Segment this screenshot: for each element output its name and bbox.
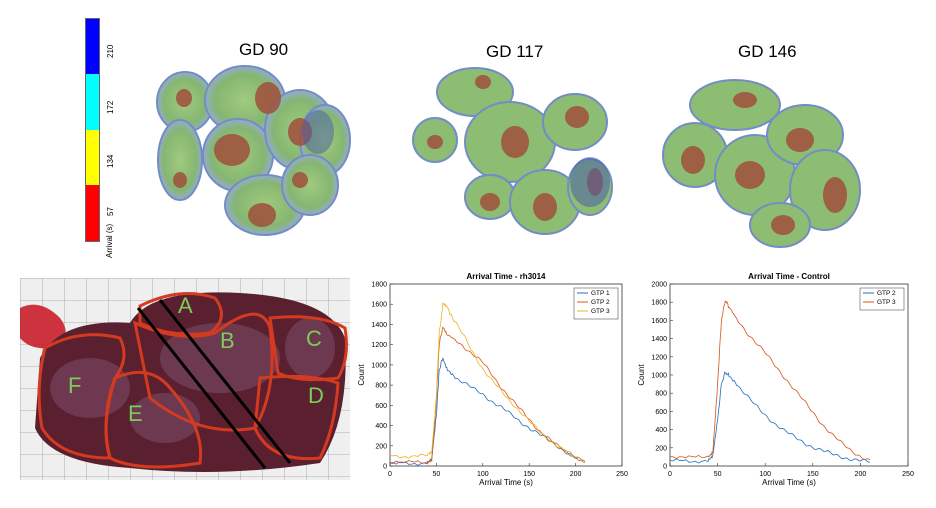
x-tick-label: 250 (616, 471, 628, 478)
y-tick-label: 0 (663, 464, 667, 471)
y-tick-label: 600 (655, 409, 667, 416)
x-tick-label: 150 (807, 471, 819, 478)
y-tick-label: 1200 (651, 354, 667, 361)
chart-control: Arrival Time - Control 0 50 100 150 200 250 0 20… (637, 272, 914, 487)
y-tick-label: 800 (375, 383, 387, 390)
colorbar-label: Arrival (s) (105, 223, 114, 258)
colorbar-segment-red (86, 185, 99, 241)
colorbar-tick-210: 210 (106, 44, 115, 58)
render-title-gd117: GD 117 (486, 42, 544, 61)
region-outline-b (132, 312, 274, 432)
blue-arrival-region (302, 110, 334, 154)
blood-stain (20, 304, 66, 349)
series-line-gtp-3 (669, 300, 871, 461)
y-tick-label: 200 (375, 443, 387, 450)
x-tick-label: 100 (477, 471, 489, 478)
colorbar-tick-57: 57 (106, 207, 115, 216)
blue-arrival-region (570, 157, 610, 207)
x-axis-label: Arrival Time (s) (479, 478, 533, 487)
y-tick-label: 1400 (651, 336, 667, 343)
legend-entry: GTP 2 (591, 299, 610, 306)
y-tick-label: 1000 (651, 373, 667, 380)
y-axis-label: Count (637, 364, 646, 386)
y-tick-label: 2000 (651, 282, 667, 289)
x-tick-label: 250 (902, 471, 914, 478)
colorbar-segment-yellow (86, 130, 99, 185)
x-axis-label: Arrival Time (s) (762, 478, 816, 487)
render-title-gd90: GD 90 (239, 40, 289, 59)
placenta-photo: A B C D E F (20, 278, 350, 480)
chart-title: Arrival Time - rh3014 (466, 272, 546, 281)
x-tick-label: 150 (523, 471, 535, 478)
chart-rh3014: Arrival Time - rh3014 0 50 100 150 200 250 0 200… (358, 272, 628, 487)
region-label-b: B (220, 328, 235, 353)
cut-lines (136, 299, 292, 469)
render-gd146 (662, 79, 861, 248)
y-tick-label: 1600 (651, 318, 667, 325)
plot-area (669, 283, 909, 467)
x-tick-label: 200 (570, 471, 582, 478)
y-tick-label: 1800 (371, 282, 387, 289)
region-label-c: C (306, 326, 322, 351)
y-tick-label: 800 (655, 391, 667, 398)
colorbar-tick-134: 134 (106, 154, 115, 168)
legend-entry: GTP 3 (877, 299, 896, 306)
render-title-gd146: GD 146 (738, 42, 797, 61)
region-labels: A B C D E F (68, 293, 324, 426)
region-outline-c (268, 315, 348, 382)
colorbar-segment-blue (86, 19, 99, 74)
series-line-gtp-2 (669, 371, 870, 464)
chart-title: Arrival Time - Control (748, 272, 830, 281)
region-outline-f (37, 333, 126, 460)
y-tick-label: 600 (375, 403, 387, 410)
plot-area (389, 283, 623, 467)
colorbar-tick-172: 172 (106, 100, 115, 114)
legend-entry: GTP 1 (591, 290, 610, 297)
y-tick-label: 400 (375, 423, 387, 430)
region-label-e: E (128, 401, 143, 426)
region-label-a: A (178, 293, 193, 318)
y-tick-label: 1200 (371, 342, 387, 349)
legend-entry: GTP 2 (877, 290, 896, 297)
y-tick-label: 400 (655, 427, 667, 434)
y-tick-label: 1800 (651, 300, 667, 307)
y-tick-label: 200 (655, 445, 667, 452)
series-line-gtp-1 (389, 357, 586, 466)
colorbar-segment-cyan (86, 74, 99, 130)
region-label-f: F (68, 373, 81, 398)
red-arrival-regions (173, 82, 312, 227)
series-line-gtp-3 (389, 302, 585, 463)
x-tick-label: 200 (855, 471, 867, 478)
y-tick-label: 1600 (371, 302, 387, 309)
x-tick-label: 0 (668, 471, 672, 478)
y-tick-label: 1400 (371, 322, 387, 329)
y-tick-label: 1000 (371, 362, 387, 369)
x-tick-label: 0 (388, 471, 392, 478)
x-tick-label: 50 (433, 471, 441, 478)
x-tick-label: 100 (759, 471, 771, 478)
y-axis-label: Count (358, 364, 366, 386)
colorbar (85, 18, 100, 242)
x-tick-label: 50 (714, 471, 722, 478)
y-tick-label: 0 (383, 464, 387, 471)
red-arrival-regions (681, 92, 847, 235)
region-outline-a (138, 292, 223, 336)
render-gd117 (412, 67, 613, 235)
region-outlines (37, 292, 348, 469)
render-gd90 (156, 65, 351, 236)
legend-entry: GTP 3 (591, 308, 610, 315)
region-label-d: D (308, 383, 324, 408)
region-outline-d (253, 374, 340, 461)
series-line-gtp-2 (389, 326, 586, 465)
